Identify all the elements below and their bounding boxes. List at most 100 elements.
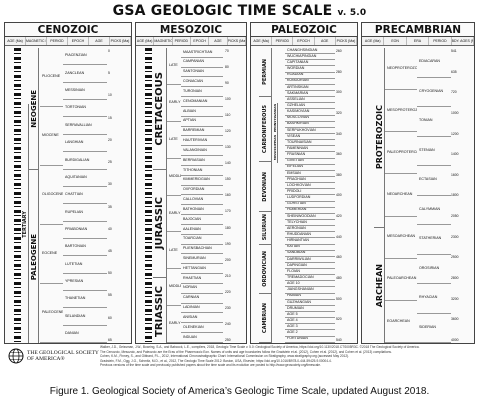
age-tick: 15 (108, 115, 112, 120)
column-header: AGE (Ma) (362, 37, 385, 45)
stage-cell: LADINIAN (181, 304, 223, 314)
stage-cell: OLENEKIAN (181, 323, 223, 334)
footnote: Gradstein, F.M., Ogg, J.G., Schmitz, M.D… (100, 358, 332, 363)
column-header: PERIOD (272, 37, 294, 45)
age-tick: 140 (225, 161, 231, 166)
mesozoic-stage-column: MAASTRICHTIAN CAMPANIAN SANTONIAN CONIACIAN… (181, 48, 223, 343)
mesozoic-header: MESOZOIC (136, 23, 246, 37)
cenozoic-age-picks: 0 5 10 15 20 25 30 35 40 45 50 55 60 65 (107, 48, 131, 343)
epoch-cell: EARLY (167, 85, 181, 122)
stage-cell: CHATTIAN (63, 187, 107, 205)
stage-cell: ARTINSKIAN (285, 85, 335, 91)
age-tick: 1800 (451, 193, 459, 198)
mesozoic-panel: MESOZOIC AGE (Ma)MAGNETIC POLARITYPERIOD… (135, 22, 247, 344)
globe-icon (8, 348, 24, 364)
stage-cell: WORDIAN (285, 66, 335, 73)
logo-text: THE GEOLOGICAL SOCIETY OF AMERICA® (27, 350, 99, 363)
stage-cell: CHANGHSINGIAN (285, 48, 335, 55)
stage-cell: CONIACIAN (181, 77, 223, 88)
stage-cell: MOSCOVIAN (285, 116, 335, 122)
era-cell: MESOPROTEROZOIC (385, 90, 417, 133)
figure-caption: Figure 1. Geological Society of America’… (49, 386, 430, 397)
stage-cell: TORTONIAN (63, 100, 107, 118)
age-tick: 1200 (451, 131, 459, 136)
paleozoic-age-picks: 260 280 300 320 340 360 380 400 420 440 460 480 500 5… (335, 48, 357, 343)
stage-cell: GZHELIAN (285, 103, 335, 110)
stage-cell: AGE 5 (285, 312, 335, 319)
stage-cell: HIRNANTIAN (285, 238, 335, 245)
age-tick: 2050 (451, 214, 459, 219)
age-tick: 220 (225, 289, 231, 294)
epoch-cell: EARLY (167, 306, 181, 343)
age-tick: 300 (336, 90, 342, 95)
stage-cell: FAMENNIAN (285, 146, 335, 153)
age-tick: 180 (225, 225, 231, 230)
stage-cell: RUPELIAN (63, 204, 107, 222)
cretaceous-label: CRETACEOUS (154, 71, 165, 146)
stage-cell: ANISIAN (181, 313, 223, 324)
cenozoic-panel: CENOZOIC AGE (Ma)MAGNETIC POLARITYPERIOD… (4, 22, 132, 344)
paleogene-band: PALEOGENE (29, 170, 39, 343)
stage-cell: PAIBIAN (285, 294, 335, 300)
cenozoic-body: TERTIARY NEOGENE PALEOGENE PLIOCENE MIOCE… (5, 48, 131, 343)
magnetic-polarity-column (14, 48, 21, 343)
age-tick: 2500 (451, 255, 459, 260)
column-header: PERIOD (47, 37, 68, 45)
period-cell: EDIACARAN (417, 48, 451, 78)
tertiary-label: TERTIARY (22, 210, 28, 238)
stage-cell: VALANGINIAN (181, 146, 223, 157)
stage-cell: YPRESIAN (63, 274, 107, 292)
age-tick: 3600 (451, 317, 459, 322)
stage-cell: CALLOVIAN (181, 195, 223, 206)
stage-cell: WUCHIAPINGIAN (285, 54, 335, 61)
age-tick: 1600 (451, 172, 459, 177)
period-cell: ECTASIAN (417, 166, 451, 196)
period-cell: SIDERIAN (417, 314, 451, 343)
stage-cell: TURONIAN (181, 87, 223, 98)
column-header: PERIOD (173, 37, 191, 45)
stage-cell: CARNIAN (181, 294, 223, 304)
age-tick: 5 (108, 71, 110, 76)
period-cell: OROSIRIAN (417, 255, 451, 284)
age-tick: 2300 (451, 234, 459, 239)
stage-cell: GORSTIAN (285, 202, 335, 208)
epoch-cell: MIOCENE (40, 107, 63, 166)
age-tick: 2800 (451, 276, 459, 281)
stage-cell: JIANGSHANIAN (285, 287, 335, 294)
stage-cell: ASSELIAN (285, 97, 335, 104)
stage-cell: PLIENSBACHIAN (181, 245, 223, 255)
column-header: MAGNETIC POLARITY (154, 37, 173, 45)
epoch-cell: PLIOCENE (40, 48, 63, 107)
tertiary-band: TERTIARY (22, 104, 29, 343)
stage-cell: AQUITANIAN (63, 170, 107, 187)
period-cell: CRYOGENIAN (417, 78, 451, 107)
column-header: BDY. AGES (Ma) (452, 37, 474, 45)
footnote: Previous versions of the time scale and … (100, 363, 321, 368)
stage-cell: GIVETIAN (285, 159, 335, 165)
column-header: MAGNETIC POLARITY (26, 37, 47, 45)
mississippian-band: MISSISSIPPIAN (272, 133, 278, 163)
cenozoic-stage-column: PIACENZIAN ZANCLEAN MESSINIAN TORTONIAN SERR… (63, 48, 107, 343)
footnotes: Walker, J.D., Geissman, J.W., Bowring, S… (100, 345, 472, 368)
precambrian-boundary-ages: 541 635 720 1000 1200 1400 1600 1800 2050 2300 250… (450, 48, 474, 343)
stage-cell: HOMERIAN (285, 208, 335, 214)
stage-cell: HETTANGIAN (181, 264, 223, 275)
proterozoic-band: PROTEROZOIC (374, 48, 385, 228)
period-band: CARBONIFEROUS (259, 97, 272, 163)
age-tick: 280 (336, 69, 342, 74)
column-header: PICKS (Ma) (227, 37, 246, 45)
paleogene-label: PALEOGENE (29, 233, 38, 281)
column-header: AGE (315, 37, 336, 45)
cenozoic-column-headers: AGE (Ma)MAGNETIC POLARITYPERIODEPOCHAGEP… (5, 37, 131, 46)
age-tick: 400 (336, 193, 342, 198)
stage-cell: LUDFORDIAN (285, 195, 335, 202)
stage-cell: DRUMIAN (285, 306, 335, 313)
epoch-cell: PALEOCENE (40, 284, 63, 343)
stage-cell: FRASNIAN (285, 152, 335, 159)
pennsylvanian-band: PENNSYLVANIAN (272, 103, 278, 133)
mississippian-label: MISSISSIPPIAN (272, 135, 277, 161)
age-tick: 240 (225, 321, 231, 326)
period-label: DEVONIAN (262, 171, 268, 202)
age-tick: 380 (336, 172, 342, 177)
